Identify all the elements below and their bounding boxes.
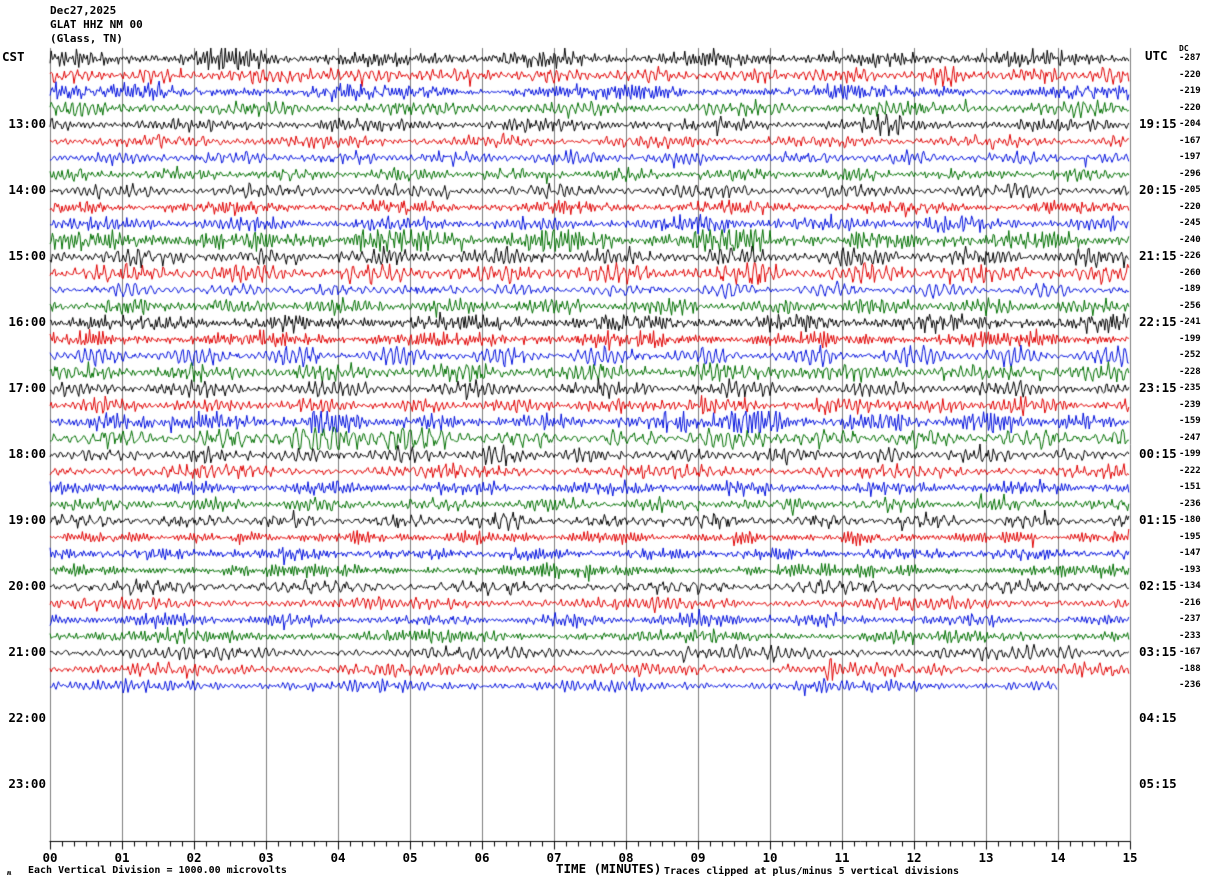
dc-value: -228 (1179, 366, 1201, 377)
dc-value: -222 (1179, 465, 1201, 476)
dc-value: -167 (1179, 647, 1201, 657)
clip-note: Traces clipped at plus/minus 5 vertical … (664, 866, 960, 877)
dc-value: -220 (1179, 69, 1201, 80)
dc-value: -236 (1179, 498, 1201, 509)
dc-value: -237 (1179, 614, 1201, 624)
dc-value: -239 (1179, 399, 1201, 410)
dc-value: -195 (1179, 531, 1201, 542)
watermark: ʍ (7, 869, 12, 877)
x-tick-label: 11 (834, 850, 850, 865)
dc-value: -151 (1179, 482, 1201, 492)
dc-value: -296 (1179, 168, 1201, 179)
dc-value: -216 (1179, 597, 1201, 608)
hour-label-utc: 22:15 (1139, 314, 1177, 329)
dc-value: -180 (1179, 515, 1201, 525)
hour-label-cst: 19:00 (8, 512, 46, 527)
hour-label-cst: 16:00 (8, 314, 46, 329)
hour-label-cst: 22:00 (8, 710, 46, 725)
hour-label-cst: 20:00 (8, 578, 46, 593)
hour-label-cst: 21:00 (8, 644, 46, 659)
hour-label-utc: 05:15 (1139, 776, 1177, 791)
hour-label-cst: 23:00 (8, 776, 46, 791)
dc-value: -199 (1179, 333, 1201, 344)
hour-label-cst: 18:00 (8, 446, 46, 461)
x-tick-label: 06 (474, 850, 490, 865)
hour-label-utc: 03:15 (1139, 644, 1177, 659)
dc-value: -197 (1179, 152, 1201, 162)
x-tick-label: 15 (1122, 850, 1138, 865)
dc-value: -204 (1179, 119, 1201, 129)
dc-value: -147 (1179, 548, 1201, 558)
x-tick-label: 07 (546, 850, 562, 865)
x-tick-label: 12 (906, 850, 922, 865)
dc-value: -260 (1179, 267, 1201, 278)
hour-label-cst: 14:00 (8, 182, 46, 197)
dc-value: -220 (1179, 201, 1201, 212)
dc-value: -235 (1179, 383, 1201, 393)
x-tick-label: 13 (978, 850, 994, 865)
dc-value: -236 (1179, 680, 1201, 690)
hour-label-utc: 19:15 (1139, 116, 1177, 131)
dc-value: -167 (1179, 135, 1201, 146)
dc-value: -240 (1179, 234, 1201, 245)
x-tick-label: 09 (690, 850, 706, 865)
hour-label-cst: 13:00 (8, 116, 46, 131)
hour-label-utc: 01:15 (1139, 512, 1177, 527)
dc-value: -252 (1179, 350, 1201, 360)
x-tick-label: 10 (762, 850, 778, 865)
dc-value: -189 (1179, 284, 1201, 294)
hour-label-utc: 21:15 (1139, 248, 1177, 263)
x-tick-label: 08 (618, 850, 634, 865)
dc-value: -199 (1179, 449, 1201, 459)
hour-label-cst: 15:00 (8, 248, 46, 263)
dc-value: -205 (1179, 185, 1201, 195)
x-tick-label: 04 (330, 850, 346, 865)
dc-value: -159 (1179, 416, 1201, 426)
dc-value: -193 (1179, 564, 1201, 575)
dc-value: -245 (1179, 218, 1201, 228)
dc-value: -219 (1179, 86, 1201, 96)
hour-label-utc: 20:15 (1139, 182, 1177, 197)
dc-value: -134 (1179, 581, 1201, 591)
dc-value: -188 (1179, 663, 1201, 674)
x-tick-label: 03 (258, 850, 274, 865)
x-tick-label: 14 (1050, 850, 1066, 865)
dc-value: -233 (1179, 630, 1201, 641)
hour-label-utc: 04:15 (1139, 710, 1177, 725)
dc-value: -220 (1179, 102, 1201, 113)
hour-label-utc: 00:15 (1139, 446, 1177, 461)
dc-value: -226 (1179, 251, 1201, 261)
scale-note: Each Vertical Division = 1000.00 microvo… (28, 865, 287, 876)
hour-label-utc: 02:15 (1139, 578, 1177, 593)
hour-label-utc: 23:15 (1139, 380, 1177, 395)
x-tick-label: 00 (42, 850, 58, 865)
hour-label-cst: 17:00 (8, 380, 46, 395)
x-tick-label: 01 (114, 850, 130, 865)
x-axis-title: TIME (MINUTES) (556, 861, 662, 876)
x-tick-label: 02 (186, 850, 202, 865)
dc-value: -247 (1179, 432, 1201, 443)
dc-value: -256 (1179, 300, 1201, 311)
x-tick-label: 05 (402, 850, 418, 865)
dc-value: -287 (1179, 53, 1201, 63)
dc-value: -241 (1179, 317, 1201, 327)
